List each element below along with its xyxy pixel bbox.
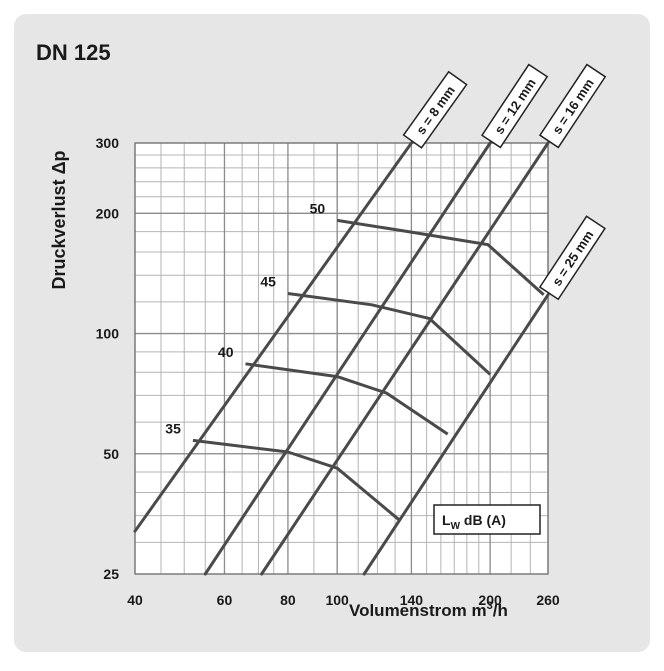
- sound-level-label: 50: [310, 200, 326, 216]
- legend-frame: [433, 504, 541, 535]
- gap-width-lines: [133, 141, 550, 576]
- gap-width-tag-box: [402, 70, 468, 149]
- plot-border: [134, 142, 549, 575]
- sound-level-label: 40: [218, 344, 234, 360]
- sound-level-curve: [287, 292, 492, 376]
- y-axis-label: Druckverlust Δp: [49, 151, 69, 290]
- x-tick-label: 60: [217, 592, 233, 608]
- y-tick-labels: 25 50 100 200 300: [96, 135, 120, 582]
- x-axis-label-exponent: 3: [487, 600, 493, 612]
- legend-box: LW dB (A): [433, 504, 541, 535]
- x-tick-label: 100: [325, 592, 349, 608]
- gap-width-line: [260, 141, 550, 576]
- sound-level-label: 45: [260, 273, 276, 289]
- y-tick-label: 200: [96, 205, 120, 221]
- legend-text: LW dB (A): [442, 512, 506, 532]
- gap-width-line: [133, 141, 413, 533]
- y-tick-label: 25: [103, 566, 119, 582]
- sound-level-curves: 35 40 45 50: [165, 200, 545, 522]
- x-tick-label: 140: [400, 592, 424, 608]
- x-axis-label: Volumenstrom m3/h: [349, 600, 508, 620]
- gap-width-line: [203, 141, 492, 576]
- x-tick-labels: 40 60 80 100 140 200 260: [127, 592, 560, 608]
- x-tick-label: 260: [536, 592, 560, 608]
- x-tick-label: 80: [280, 592, 296, 608]
- sound-level-label: 35: [165, 420, 181, 436]
- y-tick-label: 50: [103, 446, 119, 462]
- chart-title: DN 125: [36, 40, 111, 65]
- gap-width-tag-box: [480, 63, 549, 149]
- x-tick-label: 40: [127, 592, 143, 608]
- sound-level-curve: [245, 362, 449, 436]
- gap-width-tag-box: [538, 215, 606, 301]
- sound-level-curve: [336, 218, 545, 296]
- gap-width-tag-box: [538, 63, 607, 149]
- y-tick-label: 100: [96, 326, 120, 342]
- sound-level-curve: [192, 438, 402, 522]
- y-tick-label: 300: [96, 135, 120, 151]
- gap-width-line: [362, 293, 550, 576]
- x-tick-label: 200: [478, 592, 502, 608]
